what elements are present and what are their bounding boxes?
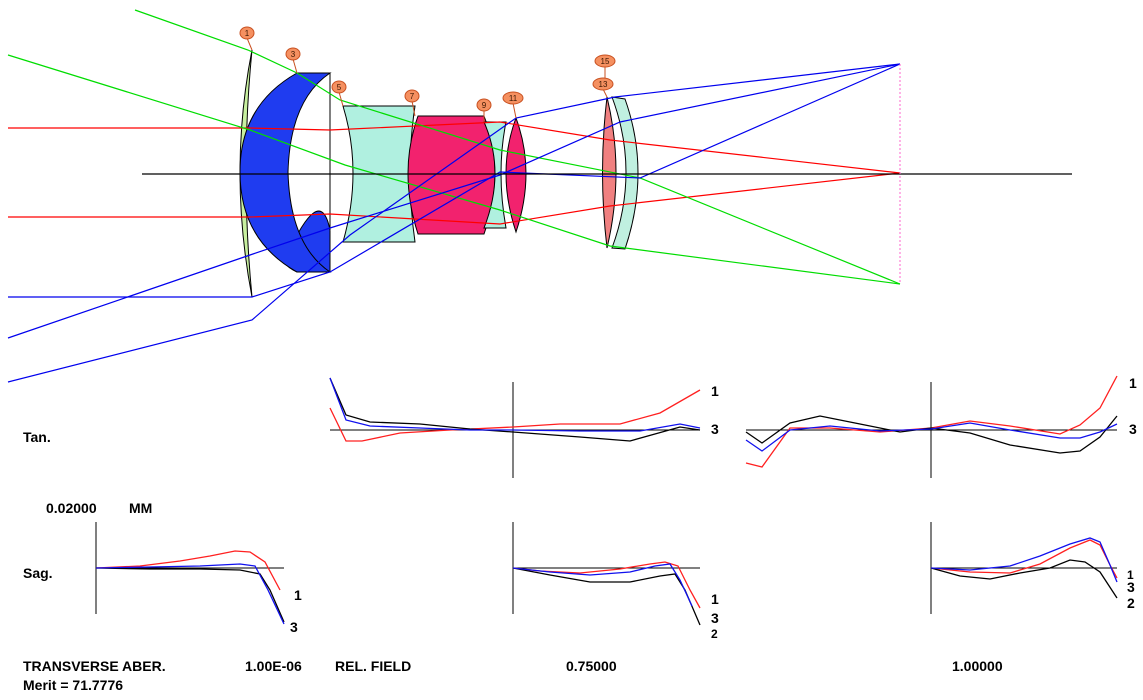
sag-panel-field-3: 1 3 2 bbox=[930, 522, 1135, 614]
sag-label: Sag. bbox=[23, 565, 53, 581]
lens-element-4 bbox=[407, 115, 496, 235]
sag-panel-field-2: 1 3 2 bbox=[512, 522, 719, 641]
svg-text:1: 1 bbox=[711, 591, 719, 607]
svg-text:3: 3 bbox=[711, 610, 719, 626]
footer-field-2: 0.75000 bbox=[566, 658, 617, 674]
surface-marker: 5 bbox=[331, 80, 347, 107]
svg-text:15: 15 bbox=[601, 57, 610, 66]
svg-text:7: 7 bbox=[410, 92, 415, 101]
svg-text:3: 3 bbox=[291, 50, 296, 59]
footer-title: TRANSVERSE ABER. bbox=[23, 658, 166, 674]
lens-element-7 bbox=[602, 96, 617, 249]
surface-marker: 13 bbox=[592, 77, 614, 98]
lens-element-8 bbox=[611, 96, 639, 250]
svg-text:13: 13 bbox=[599, 80, 608, 89]
footer: TRANSVERSE ABER. 1.00E-06 REL. FIELD 0.7… bbox=[23, 658, 1003, 693]
surface-marker: 3 bbox=[285, 47, 301, 74]
svg-text:5: 5 bbox=[337, 83, 342, 92]
svg-text:1: 1 bbox=[1129, 375, 1137, 391]
svg-text:1: 1 bbox=[1127, 568, 1134, 582]
surface-marker: 11 bbox=[502, 91, 524, 119]
footer-field-3: 1.00000 bbox=[952, 658, 1003, 674]
surface-marker: 7 bbox=[404, 89, 420, 117]
sag-panel-field-1: 1 3 bbox=[95, 522, 302, 635]
svg-text:11: 11 bbox=[509, 94, 518, 103]
svg-text:1: 1 bbox=[711, 383, 719, 399]
svg-text:3: 3 bbox=[1127, 579, 1135, 595]
svg-text:3: 3 bbox=[290, 619, 298, 635]
footer-field-label: REL. FIELD bbox=[335, 658, 411, 674]
ray-bundle-full bbox=[7, 63, 901, 383]
scale-value: 0.02000 bbox=[46, 500, 97, 516]
svg-text:3: 3 bbox=[711, 421, 719, 437]
surface-markers: 1 3 5 7 9 11 15 bbox=[239, 26, 616, 122]
svg-text:1: 1 bbox=[294, 587, 302, 603]
tan-label: Tan. bbox=[23, 429, 51, 445]
ray-bundle-axial bbox=[8, 121, 901, 225]
tan-panel-field-2: 1 3 bbox=[329, 377, 719, 478]
surface-marker: 15 bbox=[594, 54, 616, 78]
footer-value: 1.00E-06 bbox=[245, 658, 302, 674]
svg-text:9: 9 bbox=[482, 101, 487, 110]
scale-unit: MM bbox=[129, 500, 152, 516]
svg-text:3: 3 bbox=[1129, 421, 1137, 437]
svg-text:2: 2 bbox=[711, 627, 718, 641]
rays bbox=[7, 9, 901, 383]
surface-marker: 1 bbox=[239, 26, 255, 51]
merit-value: Merit = 71.7776 bbox=[23, 677, 123, 693]
tan-panel-field-3: 1 3 bbox=[745, 375, 1137, 478]
svg-text:1: 1 bbox=[245, 29, 250, 38]
surface-marker: 9 bbox=[476, 98, 492, 122]
svg-text:2: 2 bbox=[1127, 595, 1135, 611]
